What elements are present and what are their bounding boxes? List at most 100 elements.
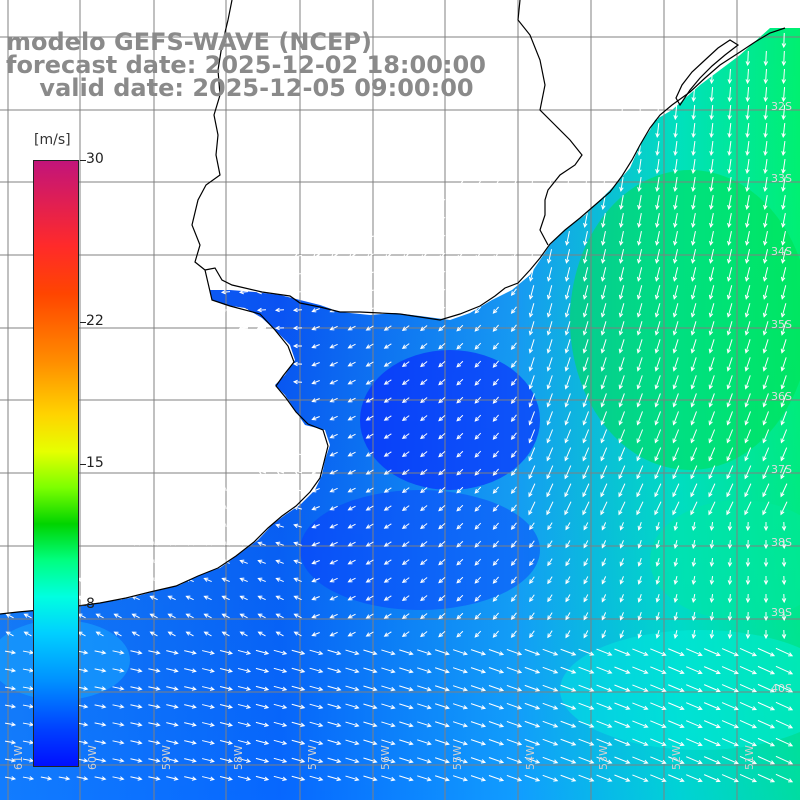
wind-arrow-head xyxy=(691,525,697,532)
wind-arrow xyxy=(529,411,535,425)
wind-arrow xyxy=(745,267,751,281)
wind-arrow xyxy=(656,630,660,638)
wind-arrow-head xyxy=(203,613,209,618)
wind-arrow xyxy=(258,560,266,564)
wind-arrow-head xyxy=(149,541,155,546)
wind-arrow-head xyxy=(661,651,667,656)
wind-arrow-head xyxy=(420,236,425,242)
wind-arrow xyxy=(255,667,269,673)
wind-arrow xyxy=(312,488,320,492)
wind-arrow-head xyxy=(203,577,209,582)
wind-arrow xyxy=(94,722,106,726)
wind-arrow-head xyxy=(745,598,751,604)
wind-arrow-head xyxy=(763,204,768,210)
wind-arrow-head xyxy=(23,613,29,618)
wind-arrow-head xyxy=(564,438,569,444)
wind-arrow xyxy=(763,375,769,389)
wind-arrow xyxy=(291,649,305,655)
wind-arrow-head xyxy=(690,348,696,354)
wind-arrow-head xyxy=(781,616,787,622)
wind-arrow xyxy=(474,504,482,512)
wind-arrow xyxy=(420,613,428,619)
wind-arrow xyxy=(583,267,589,281)
wind-arrow-head xyxy=(401,380,407,385)
wind-arrow-head xyxy=(691,561,697,568)
wind-arrow-head xyxy=(679,741,685,747)
wind-arrow-head xyxy=(10,776,17,781)
wind-arrow xyxy=(456,414,464,422)
wind-arrow-head xyxy=(546,348,552,354)
wind-arrow-head xyxy=(347,380,353,385)
wind-arrow-head xyxy=(643,669,649,674)
wind-arrow xyxy=(312,632,320,636)
wind-arrow-head xyxy=(636,384,641,390)
wind-arrow-head xyxy=(239,487,245,493)
wind-arrow xyxy=(78,595,86,601)
wind-arrow xyxy=(703,648,721,656)
wind-arrow-head xyxy=(456,218,462,224)
wind-arrow-head xyxy=(185,523,191,528)
wind-arrow xyxy=(775,683,793,693)
wind-arrow xyxy=(348,325,356,331)
wind-arrow xyxy=(420,451,428,457)
wind-arrow xyxy=(202,686,214,690)
wind-arrow xyxy=(674,593,678,603)
wind-arrow-head xyxy=(781,97,786,103)
wind-arrow xyxy=(692,629,696,639)
wind-arrow xyxy=(330,397,338,403)
wind-arrow xyxy=(366,577,374,583)
wind-arrow xyxy=(330,433,338,439)
wind-arrow xyxy=(237,667,251,673)
wind-arrow-head xyxy=(420,362,425,368)
wind-arrow-head xyxy=(383,236,389,241)
wind-arrow-head xyxy=(781,61,787,67)
wind-arrow xyxy=(560,648,576,656)
wind-arrow-head xyxy=(167,613,173,618)
wind-arrow xyxy=(132,560,140,564)
wind-arrow xyxy=(637,285,643,299)
wind-arrow xyxy=(456,432,464,440)
wind-arrow xyxy=(330,343,338,349)
wind-arrow xyxy=(582,483,590,497)
wind-arrow xyxy=(726,429,734,443)
wind-arrow xyxy=(275,470,285,474)
wind-arrow xyxy=(601,303,607,317)
wind-arrow xyxy=(632,666,648,674)
wind-arrow-head xyxy=(383,560,389,565)
wind-arrow xyxy=(780,483,788,497)
wind-arrow xyxy=(638,195,642,209)
wind-arrow-head xyxy=(654,438,659,444)
wind-arrow xyxy=(420,505,428,511)
wind-arrow-head xyxy=(744,294,750,300)
wind-arrow xyxy=(654,483,662,497)
wind-arrow xyxy=(348,559,356,565)
wind-arrow xyxy=(384,577,392,583)
wind-arrow xyxy=(114,560,122,564)
wind-arrow xyxy=(417,775,431,781)
wind-arrow xyxy=(614,666,630,674)
wind-arrow xyxy=(276,631,284,637)
wind-arrow-head xyxy=(480,777,487,782)
wind-arrow xyxy=(402,559,410,565)
wind-arrow xyxy=(632,648,648,656)
wind-arrow xyxy=(420,199,428,205)
wind-arrow-head xyxy=(499,669,505,674)
wind-arrow xyxy=(728,140,732,156)
wind-arrow xyxy=(166,722,178,726)
wind-arrow-head xyxy=(274,343,280,349)
wind-arrow xyxy=(727,393,733,407)
wind-arrow xyxy=(583,249,589,263)
wind-arrow-head xyxy=(408,722,414,728)
wind-arrow xyxy=(674,231,678,245)
wind-arrow-head xyxy=(727,133,732,139)
wind-arrow xyxy=(655,411,661,425)
wind-arrow-head xyxy=(227,776,234,781)
wind-arrow-head xyxy=(788,652,794,657)
wind-arrow-head xyxy=(438,434,443,440)
wind-arrow-head xyxy=(311,344,317,349)
wind-arrow-head xyxy=(583,222,588,228)
wind-arrow xyxy=(710,159,714,173)
wind-arrow xyxy=(366,361,374,367)
wind-arrow xyxy=(255,649,269,655)
wind-arrow xyxy=(255,721,269,727)
